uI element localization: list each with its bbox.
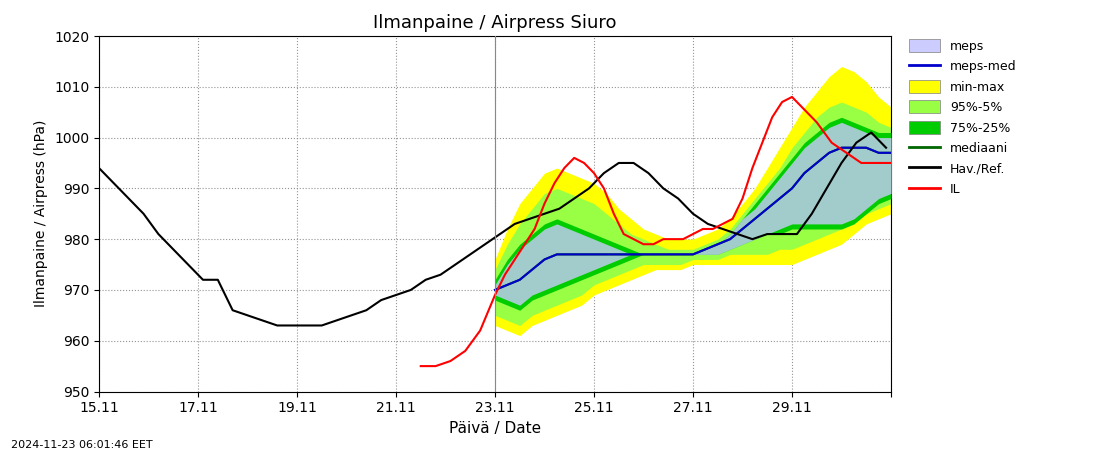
Text: 2024-11-23 06:01:46 EET: 2024-11-23 06:01:46 EET — [11, 440, 153, 450]
Y-axis label: Ilmanpaine / Airpress (hPa): Ilmanpaine / Airpress (hPa) — [34, 120, 48, 307]
X-axis label: Päivä / Date: Päivä / Date — [449, 421, 541, 436]
Legend: meps, meps-med, min-max, 95%-5%, 75%-25%, mediaani, Hav./Ref., IL: meps, meps-med, min-max, 95%-5%, 75%-25%… — [905, 35, 1021, 200]
Title: Ilmanpaine / Airpress Siuro: Ilmanpaine / Airpress Siuro — [373, 14, 617, 32]
